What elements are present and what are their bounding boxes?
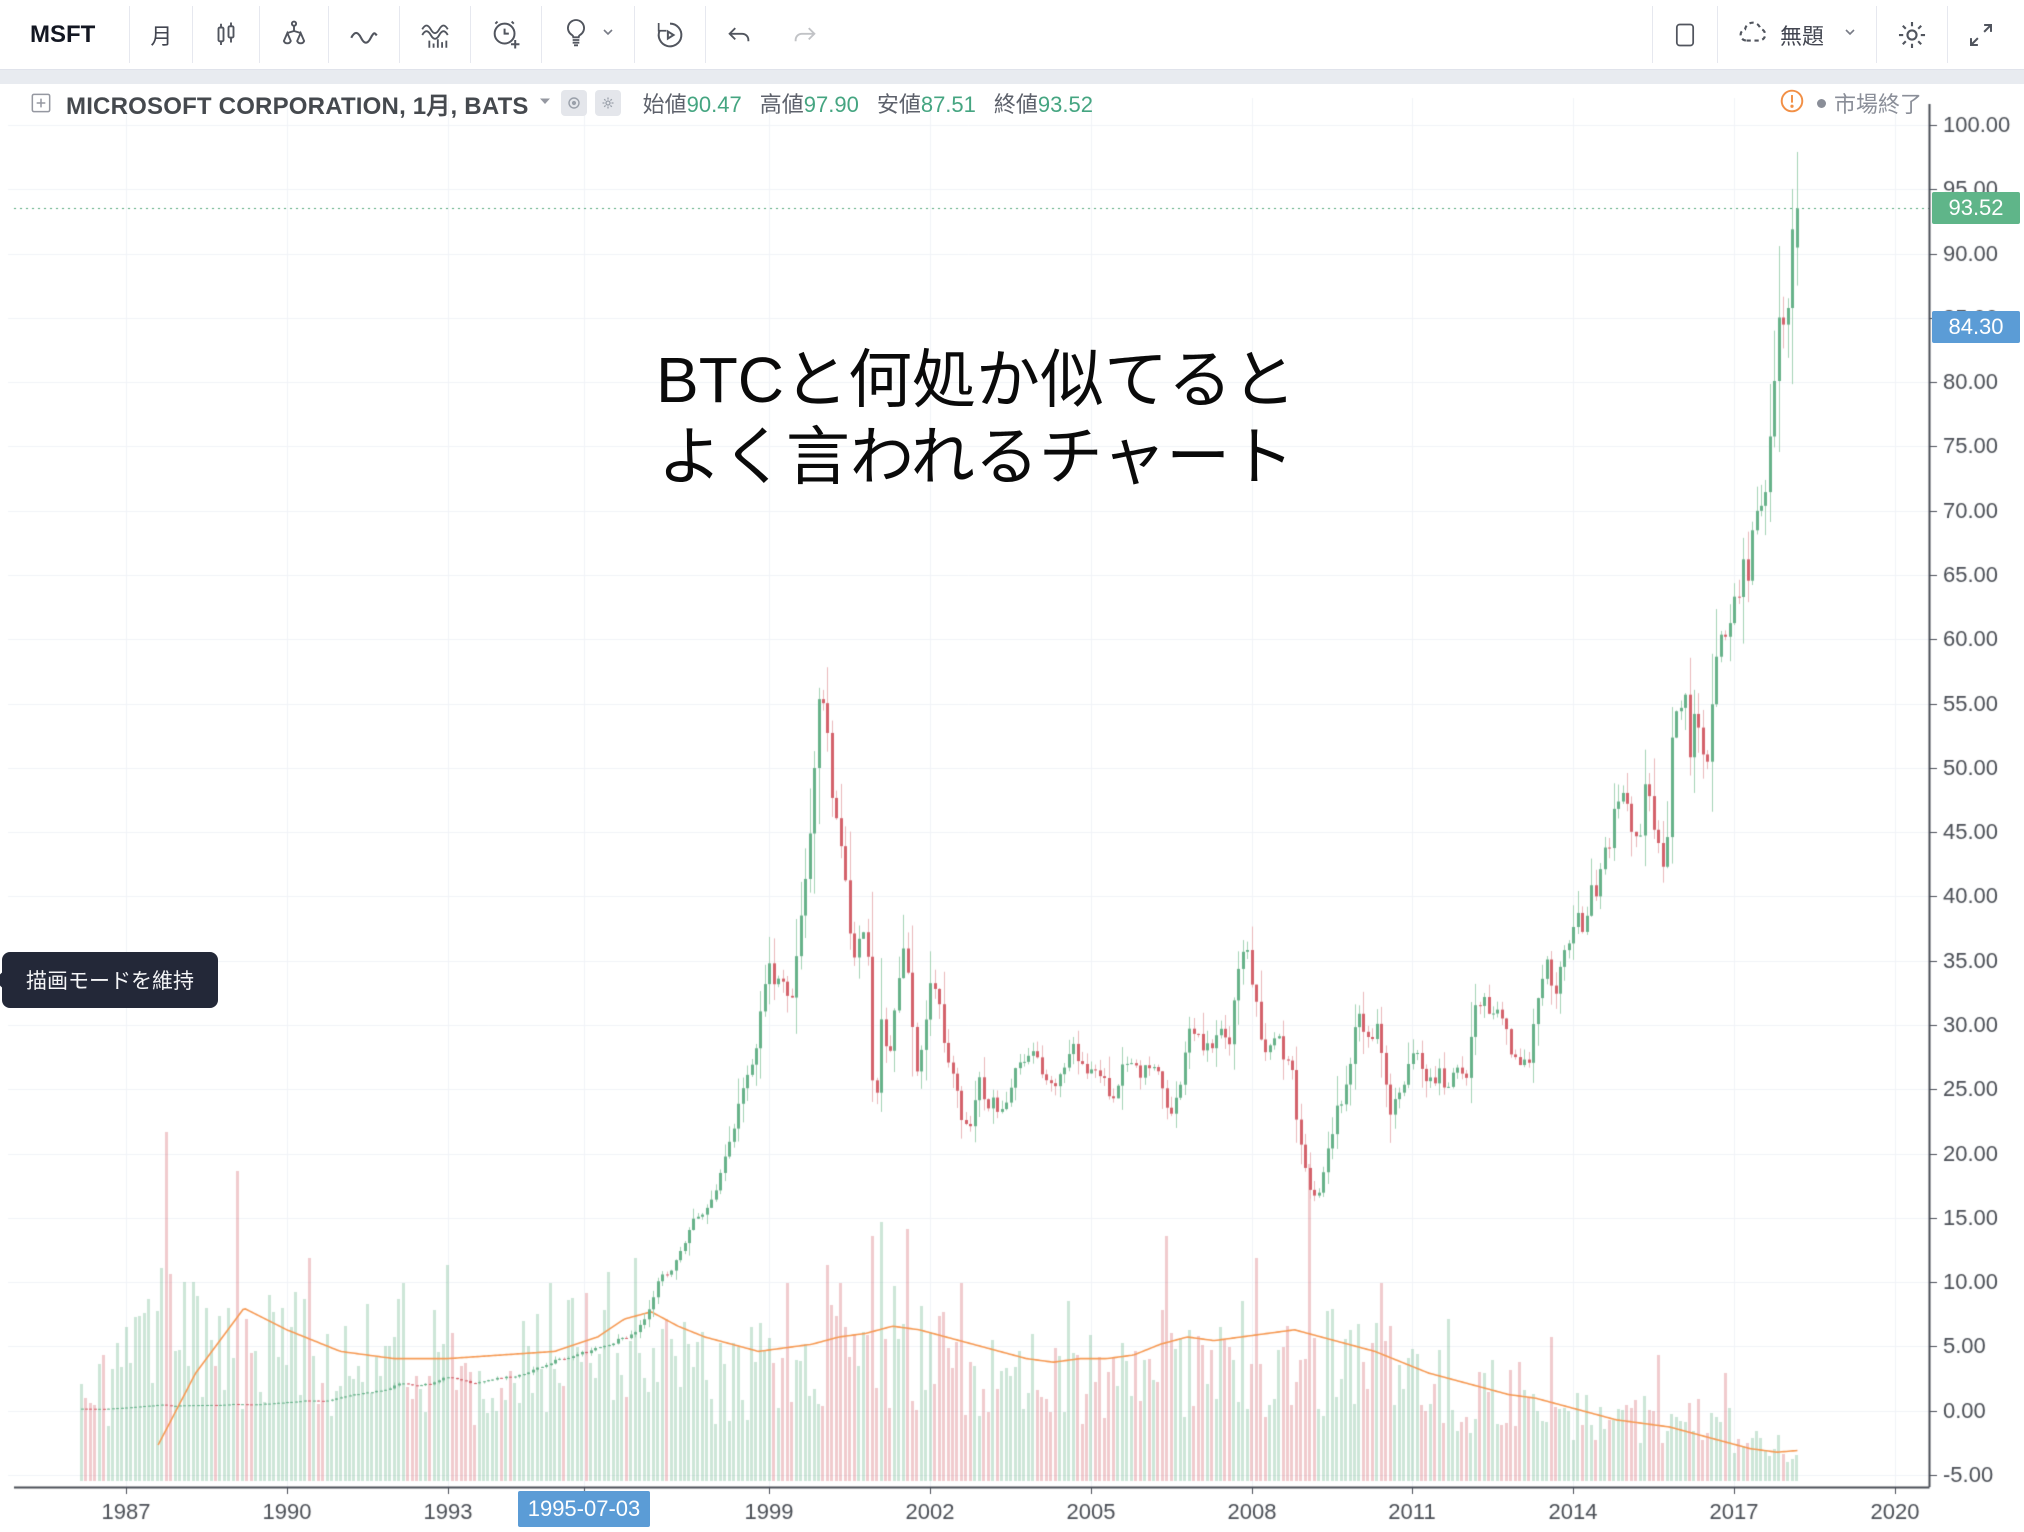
line-tools-button[interactable] bbox=[329, 0, 399, 69]
price-chart-canvas[interactable] bbox=[0, 84, 2024, 1532]
symbol-dropdown-icon[interactable] bbox=[537, 93, 553, 114]
market-status-label: 市場終了 bbox=[1833, 92, 1922, 117]
layout-select-button[interactable] bbox=[1653, 0, 1717, 69]
ohlc-close: 終値93.52 bbox=[993, 92, 1093, 117]
toolbar-separator bbox=[129, 6, 131, 63]
toolbar-separator bbox=[541, 6, 543, 63]
add-symbol-icon[interactable] bbox=[28, 90, 54, 116]
alert-clock-icon bbox=[489, 18, 523, 52]
candlestick-icon bbox=[211, 20, 241, 50]
chevron-down-icon bbox=[1842, 24, 1858, 45]
redo-icon bbox=[790, 20, 820, 50]
hide-series-button[interactable] bbox=[560, 90, 587, 116]
toolbar-separator bbox=[634, 6, 636, 63]
toolbar-separator bbox=[470, 6, 472, 63]
ohlc-high: 高値97.90 bbox=[759, 92, 859, 117]
undo-button[interactable] bbox=[706, 0, 772, 69]
toolbar-separator bbox=[1651, 6, 1653, 63]
session-dot-icon bbox=[1816, 98, 1826, 108]
line-wave-icon bbox=[347, 18, 381, 52]
fullscreen-icon bbox=[1966, 20, 1996, 50]
toolbar-separator bbox=[705, 6, 707, 63]
warning-icon[interactable] bbox=[1779, 88, 1805, 119]
toolbar-separator bbox=[192, 6, 194, 63]
redo-button[interactable] bbox=[772, 0, 838, 69]
market-status: 市場終了 bbox=[1779, 88, 1922, 118]
indicators-button[interactable] bbox=[400, 0, 470, 69]
chart-settings-button[interactable] bbox=[1877, 0, 1947, 69]
compare-button[interactable] bbox=[260, 0, 328, 69]
annotation-line1: BTCと何処か似てると bbox=[656, 344, 1296, 416]
interval-button[interactable]: 月 bbox=[150, 23, 173, 49]
replay-button[interactable] bbox=[635, 0, 705, 69]
toolbar-right-group: 無題 bbox=[1651, 0, 2024, 69]
toolbar-separator bbox=[328, 6, 330, 63]
settings-gear-icon bbox=[1895, 18, 1929, 52]
replay-icon bbox=[653, 18, 687, 52]
drawing-mode-tooltip: 描画モードを維持 bbox=[2, 952, 218, 1008]
chart-legend: MICROSOFT CORPORATION, 1月, BATS 始値90.47 … bbox=[28, 86, 1111, 120]
annotation-line2: よく言われるチャート bbox=[657, 421, 1295, 493]
time-axis-badge: 1995-07-03 bbox=[518, 1491, 650, 1527]
undo-icon bbox=[724, 20, 754, 50]
symbol-title[interactable]: MICROSOFT CORPORATION, 1月, BATS bbox=[66, 92, 529, 120]
toolbar-separator bbox=[1947, 6, 1948, 63]
alert-button[interactable] bbox=[471, 0, 541, 69]
tooltip-label: 描画モードを維持 bbox=[26, 970, 194, 993]
ohlc-low: 安値87.51 bbox=[876, 92, 976, 117]
chart-text-annotation[interactable]: BTCと何処か似てると よく言われるチャート bbox=[566, 342, 1386, 496]
compare-icon bbox=[278, 19, 310, 51]
chevron-down-icon bbox=[600, 24, 616, 45]
toolbar-separator bbox=[1876, 6, 1877, 63]
ideas-button[interactable] bbox=[542, 0, 634, 69]
chart-style-button[interactable] bbox=[193, 0, 259, 69]
idea-bulb-icon bbox=[560, 16, 592, 53]
symbol-search-button[interactable]: MSFT bbox=[30, 20, 96, 48]
cloud-save-icon bbox=[1736, 15, 1770, 54]
layout-icon bbox=[1671, 21, 1699, 49]
last-price-badge: 93.52 bbox=[1932, 192, 2020, 224]
toolbar-separator bbox=[259, 6, 261, 63]
toolbar-chart-gap bbox=[0, 70, 2024, 84]
ohlc-open: 始値90.47 bbox=[642, 92, 742, 117]
save-layout-button[interactable]: 無題 bbox=[1718, 0, 1876, 69]
chart-panel: MICROSOFT CORPORATION, 1月, BATS 始値90.47 … bbox=[0, 84, 2024, 1532]
fullscreen-button[interactable] bbox=[1948, 0, 2024, 69]
toolbar-separator bbox=[1716, 6, 1718, 63]
top-toolbar: MSFT 月 bbox=[0, 0, 2024, 70]
layout-title: 無題 bbox=[1779, 23, 1824, 49]
indicators-icon bbox=[418, 18, 452, 52]
toolbar-separator bbox=[399, 6, 401, 63]
marked-price-badge: 84.30 bbox=[1932, 311, 2020, 343]
series-settings-button[interactable] bbox=[594, 90, 621, 116]
ohlc-values: 始値90.47 高値97.90 安値87.51 終値93.52 bbox=[643, 87, 1111, 119]
